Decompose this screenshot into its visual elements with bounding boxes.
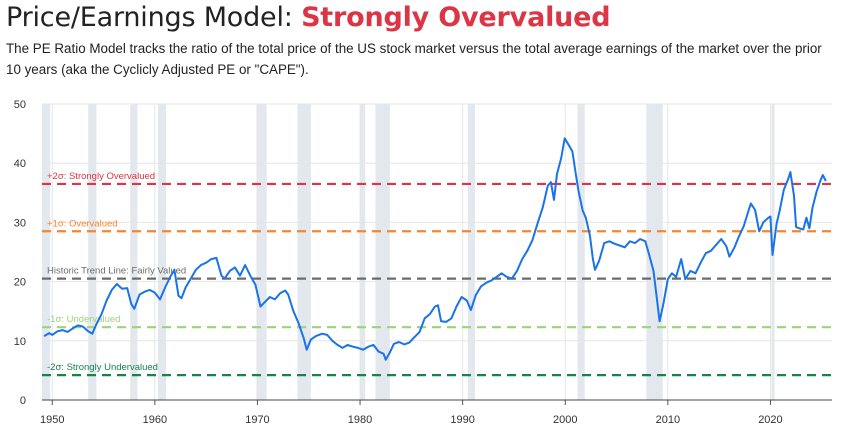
y-tick-label: 0 bbox=[20, 395, 26, 407]
recession-band bbox=[42, 104, 51, 400]
recession-band bbox=[467, 104, 475, 400]
reference-line-label: -1σ: Undervalued bbox=[47, 314, 120, 325]
x-tick-label: 2020 bbox=[758, 414, 782, 426]
x-tick-label: 1970 bbox=[245, 414, 269, 426]
title-prefix: Price/Earnings Model: bbox=[6, 2, 293, 33]
y-tick-label: 10 bbox=[14, 336, 26, 348]
reference-line-label: Historic Trend Line: Fairly Valued bbox=[47, 266, 186, 277]
pe-ratio-chart: 0 10 20 30 40 50 1950 1960 1970 1980 1990 2000 2010 2… bbox=[14, 99, 832, 426]
recession-band bbox=[375, 104, 390, 400]
recession-band bbox=[130, 104, 138, 400]
valuation-status: Strongly Overvalued bbox=[301, 2, 611, 33]
reference-line-label: +2σ: Strongly Overvalued bbox=[47, 171, 155, 182]
page-title: Price/Earnings Model: Strongly Overvalue… bbox=[6, 2, 611, 33]
y-tick-label: 30 bbox=[14, 217, 26, 229]
recession-band bbox=[157, 104, 167, 400]
x-tick-label: 1950 bbox=[40, 414, 64, 426]
recession-band bbox=[360, 104, 366, 400]
recession-band bbox=[297, 104, 311, 400]
pe-ratio-line bbox=[43, 137, 827, 361]
y-tick-label: 40 bbox=[14, 158, 26, 170]
recession-band bbox=[646, 104, 663, 400]
recession-band bbox=[256, 104, 267, 400]
reference-line-label: +1σ: Overvalued bbox=[47, 218, 118, 229]
y-tick-label: 50 bbox=[14, 99, 26, 111]
y-tick-label: 20 bbox=[14, 277, 26, 289]
reference-line-label: -2σ: Strongly Undervalued bbox=[47, 362, 158, 373]
x-tick-label: 1980 bbox=[348, 414, 372, 426]
x-tick-label: 2000 bbox=[553, 414, 577, 426]
x-tick-label: 2010 bbox=[656, 414, 680, 426]
model-description: The PE Ratio Model tracks the ratio of t… bbox=[6, 41, 822, 77]
recession-band bbox=[88, 104, 97, 400]
x-tick-label: 1960 bbox=[143, 414, 167, 426]
recession-band bbox=[577, 104, 585, 400]
x-tick-label: 1990 bbox=[450, 414, 474, 426]
